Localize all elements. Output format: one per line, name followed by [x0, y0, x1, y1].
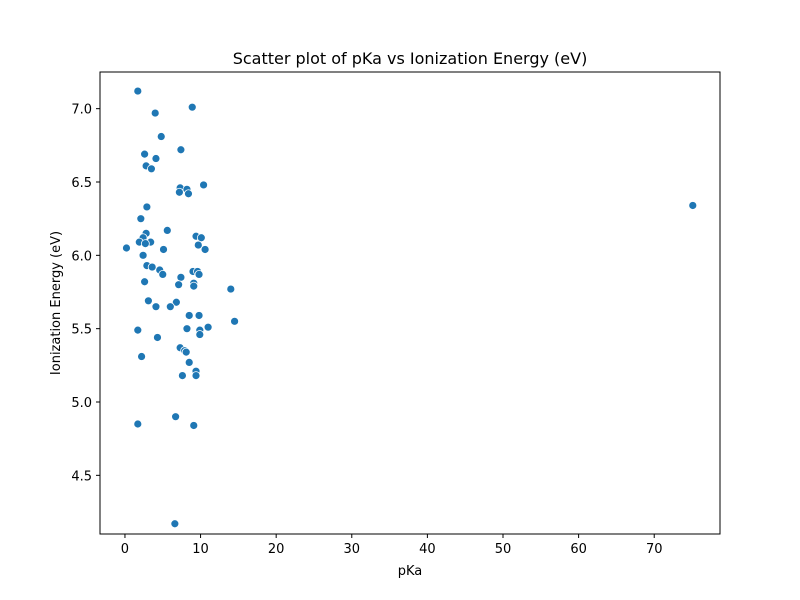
scatter-point [194, 311, 204, 320]
y-axis-ticks: 4.5 5.0 5.5 6.0 6.5 7.0 [71, 103, 100, 484]
scatter-point [142, 202, 152, 212]
scatter-point [133, 419, 143, 429]
y-tick-label: 6.5 [71, 176, 92, 191]
scatter-point [176, 272, 186, 282]
scatter-point [137, 352, 146, 361]
scatter-point [174, 187, 184, 197]
scatter-point [195, 330, 205, 339]
y-tick-label: 6.0 [71, 249, 92, 264]
scatter-point [150, 108, 160, 118]
x-axis-title: pKa [398, 564, 423, 579]
scatter-point [171, 412, 181, 422]
scatter-point [181, 347, 191, 357]
scatter-point [189, 421, 199, 430]
y-tick-label: 5.5 [71, 323, 92, 338]
scatter-point [171, 297, 181, 307]
scatter-point [147, 164, 156, 174]
scatter-point [151, 302, 161, 312]
x-tick-label: 10 [192, 542, 209, 557]
scatter-point [178, 371, 187, 381]
scatter-point [174, 280, 184, 290]
y-tick-label: 7.0 [71, 103, 92, 118]
chart-title: Scatter plot of pKa vs Ionization Energy… [233, 49, 588, 68]
x-tick-label: 30 [344, 542, 361, 557]
scatter-point [147, 262, 157, 272]
scatter-point [184, 357, 194, 367]
y-axis-title: Ionization Energy (eV) [49, 231, 64, 375]
scatter-point [203, 322, 213, 332]
scatter-point [138, 250, 148, 260]
x-tick-label: 0 [121, 542, 129, 557]
scatter-point [230, 316, 239, 326]
scatter-point [153, 333, 162, 342]
y-tick-label: 5.0 [71, 396, 92, 411]
scatter-point [187, 102, 197, 112]
scatter-point [688, 201, 698, 210]
scatter-point [184, 311, 194, 320]
scatter-point [162, 225, 172, 235]
x-tick-label: 50 [495, 542, 512, 557]
scatter-point [194, 269, 204, 279]
scatter-point [151, 154, 161, 163]
scatter-point [165, 302, 175, 312]
x-tick-label: 60 [570, 542, 587, 557]
scatter-point [196, 233, 206, 243]
x-tick-label: 20 [268, 542, 285, 557]
scatter-point [176, 145, 186, 155]
scatter-point [122, 243, 131, 253]
scatter-point [191, 371, 201, 381]
x-tick-label: 40 [419, 542, 436, 557]
scatter-point [170, 519, 180, 529]
data-points [122, 86, 698, 529]
scatter-point [193, 240, 203, 250]
scatter-point [159, 245, 168, 254]
x-tick-label: 70 [646, 542, 663, 557]
y-tick-label: 4.5 [71, 469, 92, 484]
scatter-point [140, 277, 150, 287]
scatter-point [136, 214, 146, 224]
scatter-point [182, 324, 192, 334]
scatter-point [140, 239, 150, 249]
plot-area-frame [99, 71, 721, 535]
scatter-point [158, 269, 168, 279]
scatter-point [200, 245, 210, 254]
scatter-point [199, 180, 208, 190]
scatter-point [156, 132, 166, 141]
scatter-point [133, 325, 143, 335]
scatter-point [133, 86, 143, 96]
scatter-point [226, 284, 236, 294]
x-axis-ticks: 0 10 20 30 40 50 60 70 [121, 534, 663, 557]
scatter-point [143, 296, 153, 306]
scatter-point [189, 281, 199, 291]
scatter-point [140, 149, 150, 159]
scatter-point [184, 189, 193, 199]
